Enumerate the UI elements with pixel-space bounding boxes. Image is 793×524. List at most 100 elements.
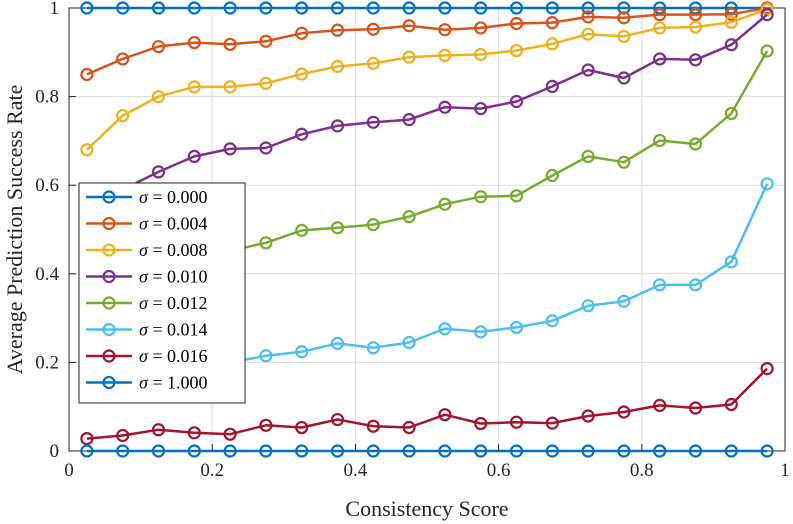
legend-entry: σ = 0.004 bbox=[86, 214, 208, 234]
y-tick-label: 0.8 bbox=[35, 87, 59, 108]
data-point bbox=[80, 444, 94, 458]
data-point bbox=[438, 444, 452, 458]
data-point bbox=[474, 416, 488, 431]
series-0 bbox=[80, 1, 774, 15]
data-point bbox=[366, 56, 380, 70]
data-point bbox=[509, 189, 524, 203]
data-point bbox=[438, 197, 452, 211]
data-point bbox=[259, 236, 273, 250]
data-point bbox=[509, 94, 524, 109]
data-point bbox=[653, 398, 667, 412]
data-point bbox=[688, 137, 703, 151]
data-point bbox=[688, 444, 703, 458]
data-point bbox=[116, 1, 130, 15]
data-point bbox=[581, 1, 595, 15]
data-point bbox=[474, 1, 488, 15]
legend-sigma-symbol: σ bbox=[139, 373, 149, 393]
data-point bbox=[116, 52, 130, 66]
data-point bbox=[116, 428, 130, 443]
legend-sigma-symbol: σ bbox=[139, 187, 149, 207]
data-point bbox=[617, 1, 631, 15]
legend-swatch-marker bbox=[102, 190, 116, 204]
data-point bbox=[653, 8, 667, 22]
data-point bbox=[474, 325, 488, 339]
data-point bbox=[653, 52, 667, 66]
data-point bbox=[259, 141, 273, 155]
data-point bbox=[438, 1, 452, 15]
data-point bbox=[724, 106, 738, 121]
data-point bbox=[617, 294, 631, 308]
legend-sigma-value: = 0.000 bbox=[148, 187, 208, 207]
data-point bbox=[653, 278, 667, 292]
data-point bbox=[259, 349, 273, 363]
data-point bbox=[438, 322, 452, 336]
data-point bbox=[366, 341, 380, 355]
data-point bbox=[330, 444, 345, 458]
y-axis-label: Average Prediction Success Rate bbox=[2, 85, 27, 375]
data-point bbox=[259, 76, 273, 90]
data-point bbox=[223, 1, 237, 15]
data-point bbox=[474, 47, 488, 62]
legend-sigma-value: = 0.012 bbox=[148, 293, 208, 313]
data-point bbox=[366, 444, 380, 458]
data-point bbox=[545, 416, 559, 430]
data-point bbox=[617, 11, 631, 25]
data-point bbox=[760, 177, 774, 191]
data-point bbox=[402, 19, 416, 33]
data-point bbox=[151, 423, 166, 437]
data-point bbox=[509, 16, 524, 31]
series-group bbox=[80, 1, 774, 458]
legend-sigma-value: = 0.016 bbox=[148, 346, 208, 366]
data-point bbox=[474, 21, 488, 35]
data-point bbox=[187, 1, 201, 15]
legend-swatch-marker bbox=[102, 349, 116, 363]
y-tick-label: 0.4 bbox=[35, 264, 59, 285]
data-point bbox=[688, 278, 703, 292]
data-point bbox=[545, 79, 559, 94]
legend-label: σ = 0.016 bbox=[139, 346, 208, 366]
data-point bbox=[760, 44, 774, 58]
legend-swatch-marker bbox=[102, 375, 116, 390]
legend-sigma-symbol: σ bbox=[139, 293, 149, 313]
legend-label: σ = 0.012 bbox=[139, 293, 208, 313]
data-point bbox=[223, 80, 237, 94]
x-tick-label: 0.2 bbox=[200, 460, 224, 481]
legend-sigma-symbol: σ bbox=[139, 320, 149, 340]
data-point bbox=[438, 48, 452, 63]
data-point bbox=[295, 223, 309, 237]
data-point bbox=[545, 444, 559, 458]
data-point bbox=[402, 1, 416, 15]
legend-swatch-marker bbox=[102, 216, 116, 231]
legend-swatch-marker bbox=[102, 296, 116, 310]
data-point bbox=[653, 444, 667, 458]
legend-swatch-marker bbox=[102, 269, 116, 284]
data-point bbox=[438, 23, 452, 37]
legend-entry: σ = 0.012 bbox=[86, 293, 208, 313]
data-point bbox=[187, 444, 201, 458]
legend-sigma-value: = 0.004 bbox=[148, 214, 208, 234]
data-point bbox=[223, 444, 237, 458]
tick-labels: 0 0.2 0.4 0.6 0.8 1 0 0.2 0.4 0.6 0.8 1 bbox=[35, 0, 790, 481]
x-tick-label: 1 bbox=[780, 460, 790, 481]
data-point bbox=[187, 149, 201, 164]
data-point bbox=[724, 397, 738, 412]
data-point bbox=[545, 16, 559, 30]
data-point bbox=[402, 210, 416, 224]
legend-entry: σ = 0.014 bbox=[86, 320, 208, 340]
legend-entry: σ = 0.000 bbox=[86, 187, 208, 207]
data-point bbox=[581, 27, 595, 41]
x-tick-label: 0.4 bbox=[344, 460, 368, 481]
data-point bbox=[259, 418, 273, 432]
data-point bbox=[402, 420, 416, 435]
data-point bbox=[330, 412, 345, 427]
legend-label: σ = 0.014 bbox=[139, 320, 208, 340]
y-tick-label: 1 bbox=[50, 0, 60, 19]
data-point bbox=[151, 444, 166, 458]
data-point bbox=[330, 1, 345, 15]
data-point bbox=[223, 142, 237, 156]
data-point bbox=[688, 8, 703, 22]
data-point bbox=[295, 444, 309, 458]
series-2 bbox=[80, 2, 774, 157]
legend-label: σ = 0.000 bbox=[139, 187, 208, 207]
